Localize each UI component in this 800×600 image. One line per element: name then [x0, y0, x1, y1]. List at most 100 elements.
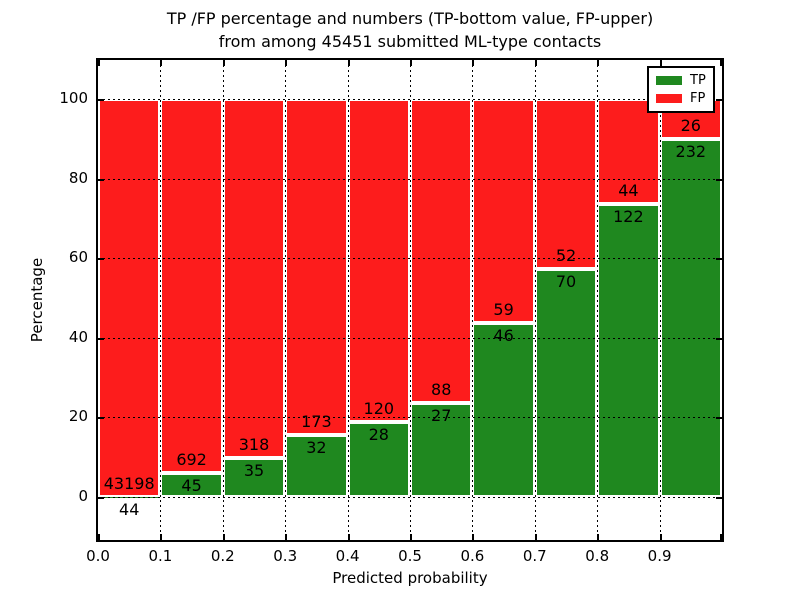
x-tick-mark: [347, 534, 350, 540]
tp-count-label: 232: [675, 142, 707, 162]
tp-count-label: 122: [613, 207, 644, 227]
x-tick-mark: [597, 60, 600, 66]
fp-count-label: 26: [680, 116, 701, 136]
fp-count-label: 59: [493, 299, 514, 319]
x-tick-mark: [534, 534, 537, 540]
x-tick-label: 0.8: [585, 547, 610, 565]
y-tick-label: 40: [68, 327, 88, 346]
y-tick-label: 60: [68, 248, 88, 267]
x-gridline: [534, 60, 536, 540]
chart-title-line-1: TP /FP percentage and numbers (TP-bottom…: [166, 9, 654, 28]
fp-count-label: 43198: [103, 473, 155, 493]
x-gridline: [597, 60, 599, 540]
y-tick-mark: [716, 258, 722, 261]
x-tick-label: 0.9: [647, 547, 672, 565]
fp-bar: [472, 99, 535, 323]
x-tick-mark: [410, 534, 412, 540]
x-tick-mark: [160, 534, 163, 540]
tp-count-label: 45: [181, 475, 202, 495]
tp-count-label: 32: [306, 437, 327, 457]
fp-count-label: 120: [363, 398, 395, 418]
chart-title: TP /FP percentage and numbers (TP-bottom…: [98, 7, 722, 53]
tp-count-label: 28: [368, 424, 389, 444]
y-tick-label: 0: [78, 487, 88, 505]
fp-count-label: 88: [431, 380, 452, 400]
plot-area: 43198 44 692 45 318 35 173 32 120 28 88 27 59 46 52 70 4…: [98, 60, 722, 540]
x-tick-mark: [285, 60, 288, 66]
tp-bar: [534, 268, 598, 497]
x-tick-mark: [222, 534, 225, 540]
fp-bar: [222, 99, 286, 458]
x-axis-label: Predicted probability: [332, 569, 488, 587]
tp-bar: [222, 457, 286, 497]
x-gridline: [347, 60, 349, 540]
tp-count-label: 27: [431, 406, 452, 426]
x-tick-mark: [98, 60, 100, 66]
fp-count-label: 52: [555, 245, 577, 265]
fp-legend-swatch: [656, 93, 682, 103]
y-tick-label: 80: [68, 168, 88, 187]
fp-bar: [597, 99, 660, 205]
x-tick-label: 0.6: [460, 547, 485, 565]
x-tick-mark: [472, 60, 475, 66]
x-tick-mark: [472, 534, 475, 540]
tp-bar: [160, 472, 223, 497]
y-tick-mark: [98, 99, 104, 101]
x-tick-mark: [659, 534, 662, 540]
fp-bar: [410, 99, 473, 404]
fp-count-label: 173: [301, 411, 332, 431]
chart-title-line-2: from among 45451 submitted ML-type conta…: [218, 32, 602, 51]
x-tick-mark: [659, 60, 662, 66]
x-tick-mark: [410, 60, 412, 66]
y-tick-label: 20: [68, 407, 88, 426]
tp-count-label: 70: [555, 271, 577, 291]
fp-bar: [534, 99, 598, 269]
x-gridline: [472, 60, 474, 540]
y-tick-label: 100: [59, 89, 88, 107]
y-axis-label: Percentage: [28, 257, 46, 343]
fp-bar: [98, 99, 161, 497]
x-tick-mark: [98, 534, 100, 540]
legend-entry-tp: TP: [656, 74, 706, 87]
legend: TP FP: [647, 66, 715, 113]
x-gridline: [659, 60, 661, 540]
x-tick-mark: [720, 60, 722, 66]
x-gridline: [285, 60, 287, 540]
tp-bar: [659, 139, 722, 497]
fp-legend-label: FP: [690, 90, 706, 106]
tp-bar: [285, 434, 348, 497]
x-tick-mark: [720, 534, 722, 540]
x-gridline: [410, 60, 411, 540]
x-gridline: [160, 60, 162, 540]
x-gridline: [222, 60, 224, 540]
fp-bar: [347, 99, 410, 422]
x-tick-label: 0.2: [210, 547, 235, 565]
fp-count-label: 318: [238, 434, 270, 454]
x-tick-mark: [534, 60, 537, 66]
y-tick-mark: [98, 178, 104, 181]
fp-bar: [160, 99, 223, 473]
y-tick-mark: [98, 417, 104, 420]
x-tick-label: 0.0: [86, 547, 110, 565]
legend-entry-fp: FP: [656, 92, 706, 105]
fp-bar: [285, 99, 348, 435]
x-tick-label: 0.5: [398, 547, 422, 565]
tp-count-label: 35: [243, 460, 265, 480]
tp-count-label: 44: [119, 499, 140, 519]
x-tick-mark: [160, 60, 163, 66]
tp-count-label: 46: [493, 325, 514, 345]
x-tick-mark: [347, 60, 350, 66]
fp-count-label: 692: [176, 449, 207, 469]
y-tick-mark: [716, 497, 722, 499]
x-tick-label: 0.1: [148, 547, 173, 565]
tp-legend-swatch: [656, 76, 682, 86]
y-tick-mark: [98, 258, 104, 261]
y-tick-mark: [716, 337, 722, 340]
y-tick-mark: [716, 178, 722, 181]
tp-bar: [410, 403, 473, 497]
y-tick-mark: [716, 99, 722, 101]
x-tick-mark: [285, 534, 288, 540]
x-tick-label: 0.7: [522, 547, 547, 565]
fp-count-label: 44: [618, 181, 639, 201]
